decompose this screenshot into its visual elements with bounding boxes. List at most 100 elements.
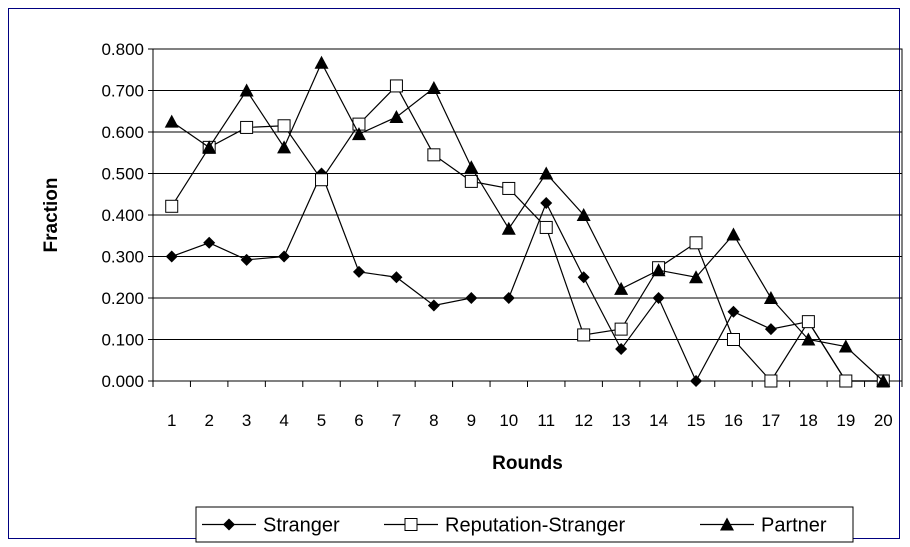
x-tick-label: 4 xyxy=(279,411,288,430)
x-tick-label: 9 xyxy=(467,411,476,430)
data-point xyxy=(464,174,478,188)
x-tick-label: 5 xyxy=(317,411,326,430)
data-point xyxy=(652,292,665,304)
x-tick-label: 13 xyxy=(612,411,631,430)
data-point xyxy=(764,323,777,336)
x-tick-label: 12 xyxy=(574,411,593,430)
legend-marker xyxy=(404,518,418,531)
y-tick-label: 0.500 xyxy=(101,165,144,184)
data-point xyxy=(164,114,179,128)
x-tick-label: 6 xyxy=(354,411,363,430)
data-point xyxy=(689,270,704,284)
legend-entry-partner: Partner xyxy=(700,515,827,537)
data-point xyxy=(690,375,703,387)
data-point xyxy=(240,253,253,266)
data-point xyxy=(315,173,329,187)
data-point xyxy=(577,328,591,342)
y-tick-labels: 0.000 0.100 0.200 0.300 0.400 0.500 0.600 0.700… xyxy=(101,40,144,391)
legend-label: Stranger xyxy=(263,515,340,537)
x-tick-label: 7 xyxy=(392,411,401,430)
data-point xyxy=(614,322,628,336)
data-point xyxy=(165,199,179,213)
x-tick-label: 11 xyxy=(537,411,555,430)
series-partner xyxy=(164,55,891,387)
y-tick-label: 0.300 xyxy=(101,248,144,267)
x-tick-label: 19 xyxy=(836,411,855,430)
data-point xyxy=(165,250,178,263)
data-point xyxy=(501,221,516,235)
data-point xyxy=(614,281,629,295)
data-point xyxy=(801,332,816,346)
data-point xyxy=(726,333,740,346)
data-point xyxy=(389,79,403,93)
x-tick-label: 2 xyxy=(204,411,213,430)
y-tick-label: 0.100 xyxy=(101,331,144,350)
legend: Stranger Reputation-Stranger Partner xyxy=(195,506,854,543)
y-tick-label: 0.600 xyxy=(101,123,144,142)
data-point xyxy=(540,196,553,209)
x-tick-label: 16 xyxy=(724,411,743,430)
data-point xyxy=(426,81,441,95)
x-tick-label: 15 xyxy=(687,411,706,430)
x-tick-label: 18 xyxy=(799,411,818,430)
data-point xyxy=(764,374,778,388)
x-axis-title: Rounds xyxy=(492,453,563,474)
legend-marker xyxy=(223,518,235,531)
data-point xyxy=(839,374,853,388)
y-tick-label: 0.700 xyxy=(101,82,144,101)
data-point xyxy=(539,166,554,180)
legend-label: Reputation-Stranger xyxy=(445,515,625,537)
data-point xyxy=(651,263,666,277)
data-point xyxy=(577,271,590,284)
data-point xyxy=(464,160,479,174)
axes xyxy=(148,48,903,387)
x-tick-label: 1 xyxy=(167,411,176,430)
data-point xyxy=(427,299,440,312)
series-line xyxy=(171,84,884,382)
x-tick-label: 14 xyxy=(649,411,668,430)
series-reputation-stranger xyxy=(165,79,890,388)
data-point xyxy=(390,271,403,284)
data-point xyxy=(351,127,366,141)
x-tick-label: 17 xyxy=(761,411,780,430)
x-tick-label: 8 xyxy=(429,411,438,430)
data-point xyxy=(203,236,216,249)
data-point xyxy=(427,148,441,162)
data-point xyxy=(240,120,254,134)
data-point xyxy=(352,265,365,278)
y-tick-label: 0.200 xyxy=(101,289,144,308)
y-tick-label: 0.400 xyxy=(101,206,144,225)
data-point xyxy=(838,339,853,353)
legend-entry-reputation-stranger: Reputation-Stranger xyxy=(384,515,625,537)
chart-frame xyxy=(8,8,900,539)
data-point xyxy=(314,55,329,69)
y-axis-title: Fraction xyxy=(41,178,62,253)
data-point xyxy=(239,83,254,97)
x-tick-label: 20 xyxy=(874,411,893,430)
series-layer xyxy=(164,55,891,388)
x-tick-label: 10 xyxy=(499,411,518,430)
data-point xyxy=(876,374,891,387)
data-point xyxy=(539,220,553,234)
data-point xyxy=(277,140,292,154)
y-tick-label: 0.800 xyxy=(101,40,144,59)
series-line xyxy=(171,61,884,382)
data-point xyxy=(277,119,291,133)
y-tick-label: 0.000 xyxy=(101,372,144,391)
data-point xyxy=(763,291,778,304)
data-point xyxy=(389,110,404,124)
legend-entry-stranger: Stranger xyxy=(202,515,340,537)
data-point xyxy=(202,140,217,154)
data-point xyxy=(465,292,478,304)
x-tick-label: 3 xyxy=(242,411,251,430)
x-tick-labels: 1 2 3 4 5 6 7 8 9 10 11 12 13 14 15 16 17 18 19 20 xyxy=(167,411,893,430)
data-point xyxy=(726,227,741,241)
gridlines xyxy=(153,48,902,382)
data-point xyxy=(801,315,815,329)
series-line xyxy=(171,171,884,383)
data-point xyxy=(615,343,628,356)
data-point xyxy=(278,250,291,263)
legend-label: Partner xyxy=(761,515,827,537)
legend-marker xyxy=(720,517,734,531)
